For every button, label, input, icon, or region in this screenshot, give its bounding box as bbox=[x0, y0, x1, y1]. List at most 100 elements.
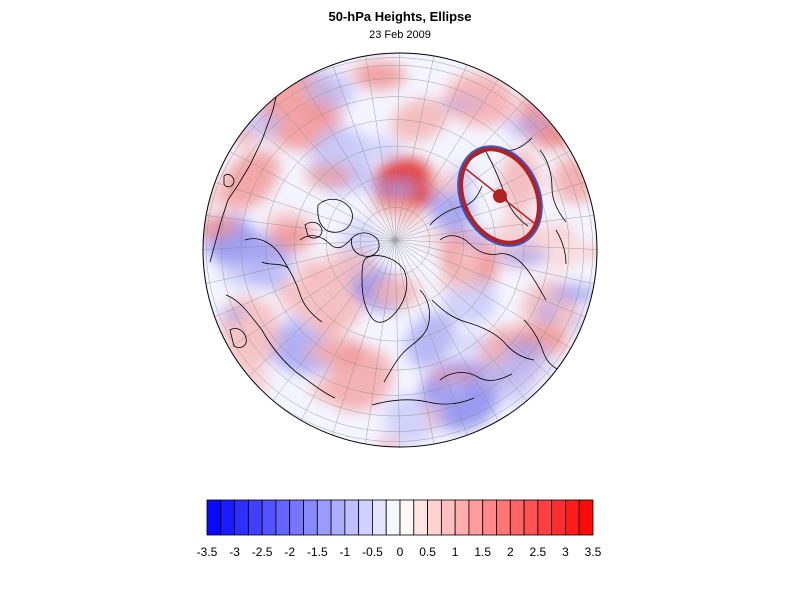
latitude-line bbox=[205, 64, 585, 432]
latitude-line bbox=[220, 78, 570, 417]
longitude-line bbox=[205, 239, 396, 321]
anomaly-patch bbox=[369, 277, 413, 306]
ellipse-marker bbox=[457, 145, 543, 247]
longitude-line bbox=[296, 70, 396, 241]
anomaly-patch bbox=[500, 150, 540, 210]
anomaly-patch bbox=[405, 311, 455, 369]
anomaly-patch bbox=[444, 372, 464, 401]
longitude-line bbox=[363, 53, 396, 241]
colorbar-tick-label: 1 bbox=[452, 545, 459, 559]
colorbar-tick-label: -2 bbox=[284, 545, 295, 559]
colorbar-box bbox=[206, 499, 222, 536]
anomaly-patch bbox=[422, 399, 444, 432]
ellipse-outer-ring bbox=[459, 147, 541, 245]
colorbar-box bbox=[537, 499, 553, 536]
longitude-line bbox=[394, 239, 471, 445]
colorbar-box bbox=[523, 499, 539, 536]
colorbar-box bbox=[551, 499, 566, 536]
anomaly-patch bbox=[350, 136, 401, 161]
colorbar-box bbox=[372, 499, 387, 536]
longitude-line bbox=[394, 239, 595, 321]
longitude-line bbox=[266, 239, 396, 409]
longitude-line bbox=[220, 239, 396, 354]
colorbar-box bbox=[565, 499, 580, 536]
colorbar-tick-label: 3 bbox=[562, 545, 569, 559]
colorbar-box bbox=[440, 499, 456, 536]
colorbar-box bbox=[413, 499, 428, 536]
colorbar-box bbox=[344, 499, 360, 536]
anomaly-patch bbox=[304, 163, 353, 188]
colorbar-box bbox=[385, 499, 401, 536]
colorbar-box bbox=[578, 499, 594, 536]
longitude-line bbox=[394, 70, 504, 241]
colorbar-box bbox=[482, 499, 497, 536]
anomaly-patch bbox=[384, 394, 436, 446]
anomaly-patch bbox=[280, 285, 311, 314]
latitude-line bbox=[203, 57, 594, 442]
colorbar-tick-label: -3.5 bbox=[197, 545, 218, 559]
colorbar-tick-label: 2.5 bbox=[530, 545, 547, 559]
globe-outline bbox=[202, 52, 598, 448]
longitude-line bbox=[394, 239, 534, 409]
longitude-line bbox=[329, 55, 396, 241]
longitude-line bbox=[394, 146, 580, 241]
anomaly-patch bbox=[221, 307, 246, 323]
colorbar-box bbox=[468, 499, 484, 536]
longitude-line bbox=[241, 116, 396, 241]
colorbar-box bbox=[247, 499, 263, 536]
latitude-line bbox=[326, 175, 464, 310]
longitude-line bbox=[203, 213, 396, 241]
longitude-line bbox=[394, 116, 559, 241]
anomaly-patch bbox=[305, 103, 329, 120]
anomaly-patch bbox=[305, 70, 355, 110]
colorbar-box bbox=[261, 499, 277, 536]
longitude-line bbox=[394, 239, 597, 287]
graticule bbox=[203, 53, 597, 447]
longitude-line bbox=[394, 53, 437, 241]
colorbar-tick-label: -3 bbox=[229, 545, 240, 559]
colorbar-tick-label: 1.5 bbox=[474, 545, 491, 559]
anomaly-patch bbox=[391, 98, 449, 142]
colorbar-tick-label: 0 bbox=[397, 545, 404, 559]
longitude-line bbox=[394, 55, 471, 241]
colorbar-box bbox=[220, 499, 235, 536]
longitude-line bbox=[266, 91, 396, 241]
longitude-line bbox=[394, 213, 597, 241]
ellipse-center bbox=[493, 189, 507, 203]
longitude-line bbox=[203, 239, 396, 251]
anomaly-patch bbox=[538, 228, 582, 272]
longitude-line bbox=[220, 146, 396, 241]
anomaly-field bbox=[203, 61, 597, 447]
longitude-line bbox=[329, 239, 396, 445]
longitude-line bbox=[394, 239, 580, 354]
anomaly-patch bbox=[354, 61, 406, 90]
map-date: 23 Feb 2009 bbox=[369, 29, 431, 41]
anomaly-patch bbox=[285, 314, 305, 338]
colorbar-tick-label: 0.5 bbox=[419, 545, 436, 559]
latitude-line bbox=[240, 96, 550, 396]
colorbar-box bbox=[399, 499, 415, 536]
latitude-line bbox=[359, 207, 431, 276]
colorbar-box bbox=[454, 499, 470, 536]
colorbar-box bbox=[275, 499, 291, 536]
longitude-line bbox=[203, 239, 396, 287]
colorbar-box bbox=[330, 499, 346, 536]
colorbar-box bbox=[303, 499, 318, 536]
colorbar-box bbox=[496, 499, 511, 536]
colorbar-tick-label: -0.5 bbox=[362, 545, 383, 559]
longitude-line bbox=[363, 239, 396, 447]
anomaly-patch bbox=[355, 168, 379, 195]
anomaly-patch bbox=[435, 275, 479, 289]
anomaly-patch bbox=[221, 254, 268, 288]
anomaly-patch bbox=[295, 260, 328, 280]
colorbar-box bbox=[358, 499, 373, 536]
colorbar-box bbox=[427, 499, 442, 536]
longitude-line bbox=[394, 53, 401, 241]
longitude-line bbox=[394, 239, 504, 430]
colorbar-tick-label: -1.5 bbox=[307, 545, 328, 559]
colorbar-box bbox=[289, 499, 304, 536]
longitude-line bbox=[296, 239, 396, 430]
colorbar-tick-label: -1 bbox=[340, 545, 351, 559]
